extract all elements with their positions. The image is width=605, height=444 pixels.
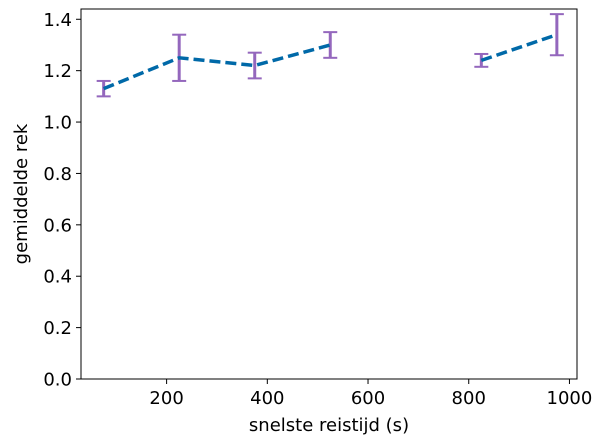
x-axis-label: snelste reistijd (s)	[249, 415, 409, 436]
y-tick-label: 0.4	[43, 267, 72, 288]
series-lines	[102, 33, 558, 91]
errorbar	[247, 51, 262, 80]
y-axis-label: gemiddelde rek	[11, 123, 32, 264]
errorbars	[96, 13, 564, 98]
x-tick-label: 1000	[547, 388, 593, 409]
y-axis-ticks: 0.0 0.2 0.4 0.6 0.8 1.0 1.2 1.4	[43, 10, 81, 391]
y-tick-label: 1.0	[43, 113, 72, 134]
x-axis-ticks: 200 400 600 800 1000	[149, 379, 592, 409]
series-line-segment	[102, 43, 331, 91]
x-tick-label: 600	[351, 388, 385, 409]
y-tick-label: 0.2	[43, 318, 72, 339]
y-tick-label: 1.2	[43, 61, 72, 82]
x-tick-label: 200	[149, 388, 183, 409]
x-tick-label: 800	[452, 388, 486, 409]
errorbar	[549, 13, 564, 57]
y-tick-label: 0.0	[43, 370, 72, 391]
y-tick-label: 0.6	[43, 215, 72, 236]
y-tick-label: 0.8	[43, 164, 72, 185]
axes-frame	[80, 8, 578, 380]
y-tick-label: 1.4	[43, 10, 72, 31]
x-tick-label: 400	[250, 388, 284, 409]
series-line-segment	[480, 33, 558, 63]
errorbar	[323, 31, 338, 59]
